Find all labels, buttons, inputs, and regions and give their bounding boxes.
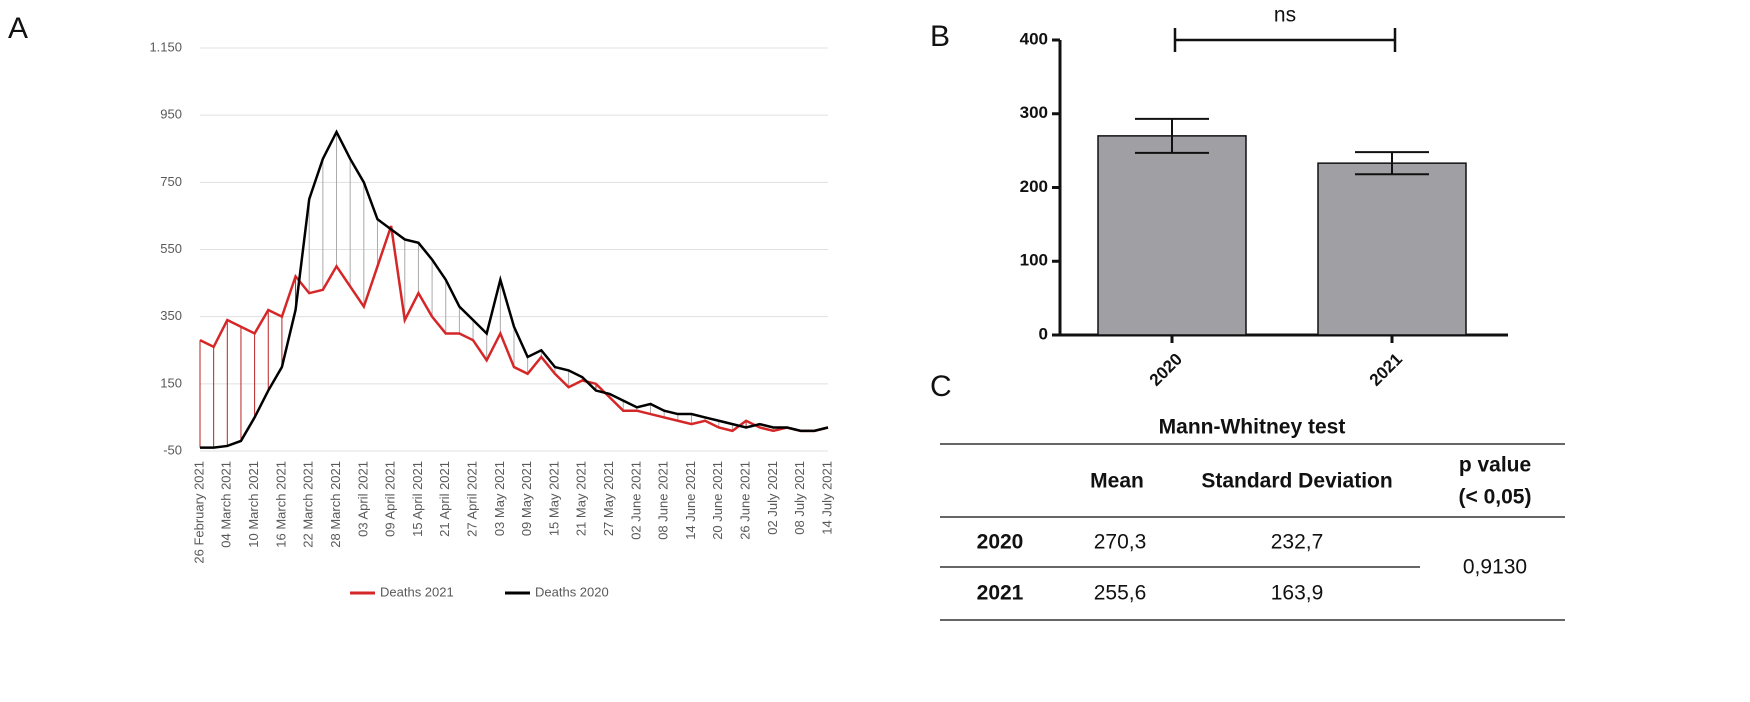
y-tick-label: 300 <box>1020 103 1048 122</box>
annotation: ns <box>1274 4 1296 27</box>
x-tick-label: 04 March 2021 <box>219 461 234 548</box>
legend-label: Deaths 2020 <box>535 584 609 599</box>
significance-bracket <box>1173 28 1397 52</box>
x-tick-label: 03 May 2021 <box>492 461 507 536</box>
y-tick-label: 350 <box>160 308 182 323</box>
x-tick-label: 28 March 2021 <box>328 461 343 548</box>
x-tick-label: 26 February 2021 <box>191 461 206 564</box>
table-cell: 0,9130 <box>1463 556 1527 579</box>
x-tick-label: 22 March 2021 <box>301 461 316 548</box>
table-header: Mean <box>1090 470 1144 493</box>
x-tick-label: 27 May 2021 <box>601 461 616 536</box>
x-tick-label: 14 June 2021 <box>683 461 698 540</box>
panel-label: C <box>930 370 952 403</box>
x-tick-label: 09 May 2021 <box>519 461 534 536</box>
table-cell: 270,3 <box>1094 531 1147 554</box>
y-tick-label: 100 <box>1020 251 1048 270</box>
x-tick-label: 26 June 2021 <box>738 461 753 540</box>
x-tick-label: 02 June 2021 <box>628 461 643 540</box>
x-tick-label: 09 April 2021 <box>383 461 398 537</box>
y-tick-label: 150 <box>160 375 182 390</box>
line-series <box>199 225 829 433</box>
x-tick-label: 27 April 2021 <box>464 461 479 537</box>
y-tick-label: 550 <box>160 241 182 256</box>
x-tick-label: 02 July 2021 <box>765 461 780 535</box>
bar <box>1317 162 1467 336</box>
table-header: p value <box>1459 454 1531 477</box>
x-tick-label: 08 July 2021 <box>792 461 807 535</box>
line-series <box>200 129 829 449</box>
y-tick-label: 1.150 <box>149 39 182 54</box>
y-tick-label: 750 <box>160 174 182 189</box>
y-tick-label: -50 <box>163 442 182 457</box>
panel-label: A <box>8 12 28 45</box>
error-bar <box>1355 151 1429 176</box>
x-tick-label: 10 March 2021 <box>246 461 261 548</box>
x-tick-label: 2021 <box>1366 350 1406 390</box>
bar <box>1097 135 1247 336</box>
y-tick-label: 200 <box>1020 177 1048 196</box>
x-tick-label: 14 July 2021 <box>819 461 834 535</box>
x-tick-label: 15 April 2021 <box>410 461 425 537</box>
table-cell: 232,7 <box>1271 531 1324 554</box>
x-tick-label: 16 March 2021 <box>273 461 288 548</box>
x-tick-label: 03 April 2021 <box>355 461 370 537</box>
y-tick-label: 950 <box>160 107 182 122</box>
x-tick-label: 15 May 2021 <box>546 461 561 536</box>
y-tick-label: 400 <box>1020 29 1048 48</box>
x-tick-label: 21 April 2021 <box>437 461 452 537</box>
table-header: (< 0,05) <box>1459 486 1532 509</box>
x-tick-label: 08 June 2021 <box>656 461 671 540</box>
y-tick-label: 0 <box>1039 324 1048 343</box>
table-cell: 2021 <box>977 582 1024 605</box>
x-tick-label: 2020 <box>1146 350 1186 390</box>
legend-label: Deaths 2021 <box>380 584 454 599</box>
error-bar <box>1135 117 1209 154</box>
panel-label: B <box>930 20 950 53</box>
x-tick-label: 21 May 2021 <box>574 461 589 536</box>
table-header: Standard Deviation <box>1201 470 1392 493</box>
table-title: Mann-Whitney test <box>1159 416 1346 439</box>
table-cell: 163,9 <box>1271 582 1324 605</box>
table-cell: 255,6 <box>1094 582 1147 605</box>
x-tick-label: 20 June 2021 <box>710 461 725 540</box>
table-cell: 2020 <box>977 531 1024 554</box>
